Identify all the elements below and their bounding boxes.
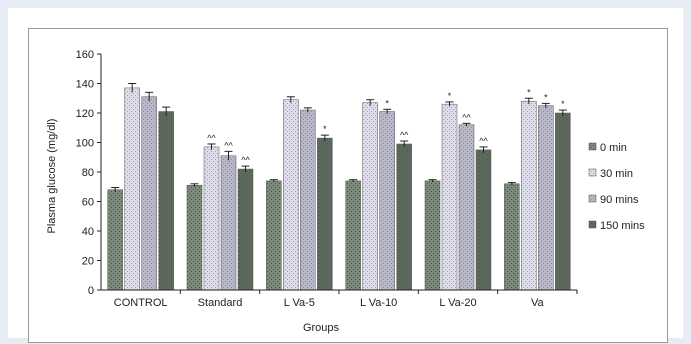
significance-marker: *: [448, 91, 452, 101]
bar: [158, 111, 174, 291]
bar: [203, 146, 220, 291]
bar: [186, 185, 203, 291]
y-tick-label: 0: [88, 285, 94, 297]
significance-marker: ^^: [241, 155, 250, 165]
y-tick-label: 60: [82, 197, 94, 209]
x-tick-label: Standard: [198, 297, 243, 309]
bar: [141, 96, 157, 291]
legend-label: 90 mins: [600, 194, 639, 206]
bar: [441, 103, 458, 291]
y-tick-label: 100: [76, 138, 94, 150]
bar: [300, 109, 316, 291]
legend-swatch: [588, 168, 597, 177]
x-tick-label: L Va-5: [284, 297, 315, 309]
y-tick-label: 140: [76, 79, 94, 91]
significance-marker: *: [544, 92, 548, 102]
significance-marker: ^^: [207, 133, 216, 143]
legend: 0 min 30 min 90 mins 150 mins: [588, 142, 645, 232]
bar: [475, 149, 492, 291]
figure-frame: ^^ ^^ ^^ * * ^^ * ^^ ^^ * * * 0 20 40 60 80 100 120 140 160…: [8, 8, 683, 343]
significance-marker: *: [385, 98, 389, 108]
bar: [396, 143, 412, 291]
y-tick-label: 40: [82, 226, 94, 238]
legend-label: 0 min: [600, 142, 627, 154]
bar: [458, 124, 475, 291]
legend-label: 30 min: [600, 168, 633, 180]
bar: [538, 105, 554, 291]
y-tick-label: 80: [82, 167, 94, 179]
significance-marker: ^^: [224, 140, 233, 150]
legend-swatch: [588, 142, 597, 151]
x-tick-label: Va: [531, 297, 545, 309]
bar: [237, 168, 254, 291]
y-axis-label: Plasma glucose (mg/dl): [46, 119, 58, 234]
y-tick-label: 120: [76, 108, 94, 120]
chart-panel: ^^ ^^ ^^ * * ^^ * ^^ ^^ * * * 0 20 40 60 80 100 120 140 160…: [28, 28, 668, 343]
y-tick-label: 20: [82, 256, 94, 268]
bar: [379, 111, 395, 291]
bar: [362, 102, 378, 291]
significance-marker: ^^: [479, 136, 488, 146]
x-axis: CONTROL Standard L Va-5 L Va-10 L Va-20 Va: [101, 289, 578, 309]
bar: [266, 180, 282, 291]
bar: [555, 112, 571, 291]
bar: [521, 100, 537, 291]
significance-marker: *: [527, 87, 531, 97]
bar: [504, 183, 520, 291]
legend-swatch: [588, 220, 597, 229]
y-axis: 0 20 40 60 80 100 120 140 160: [76, 49, 102, 297]
x-axis-label: Groups: [303, 322, 340, 334]
legend-label: 150 mins: [600, 220, 645, 232]
legend-swatch: [588, 194, 597, 203]
bar: [107, 189, 123, 291]
y-tick-label: 160: [76, 49, 94, 61]
bar: [317, 137, 333, 291]
bar: [220, 155, 237, 291]
x-tick-label: CONTROL: [114, 297, 168, 309]
significance-marker: *: [323, 124, 327, 134]
significance-marker: ^^: [400, 130, 409, 140]
bar: [283, 99, 299, 291]
bar: [124, 87, 140, 291]
bar: [424, 180, 441, 291]
x-tick-label: L Va-20: [439, 297, 476, 309]
bar-chart: ^^ ^^ ^^ * * ^^ * ^^ ^^ * * * 0 20 40 60 80 100 120 140 160…: [46, 49, 645, 334]
significance-marker: ^^: [462, 112, 471, 122]
plot-area: ^^ ^^ ^^ * * ^^ * ^^ ^^ * * *: [107, 83, 571, 291]
x-tick-label: L Va-10: [360, 297, 397, 309]
bar: [345, 180, 361, 291]
significance-marker: *: [561, 99, 565, 109]
